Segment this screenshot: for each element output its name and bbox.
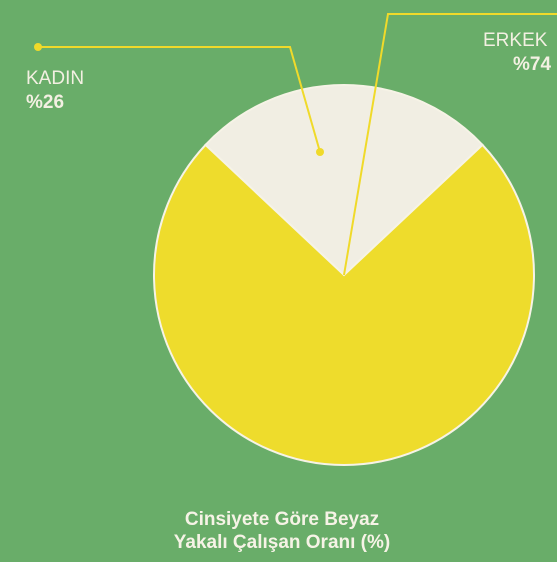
leader-line <box>343 13 557 276</box>
leader-dot <box>34 43 42 51</box>
leader-dot <box>316 148 324 156</box>
chart-title: Cinsiyete Göre Beyaz Yakalı Çalışan Oran… <box>173 509 391 553</box>
value-label: %74 <box>513 54 551 75</box>
category-label: ERKEK <box>483 30 548 51</box>
pie-slice <box>153 143 535 466</box>
leader-line <box>38 46 321 153</box>
category-label: KADIN <box>26 68 84 89</box>
pie-slice <box>204 84 484 277</box>
value-label: %26 <box>26 92 64 113</box>
